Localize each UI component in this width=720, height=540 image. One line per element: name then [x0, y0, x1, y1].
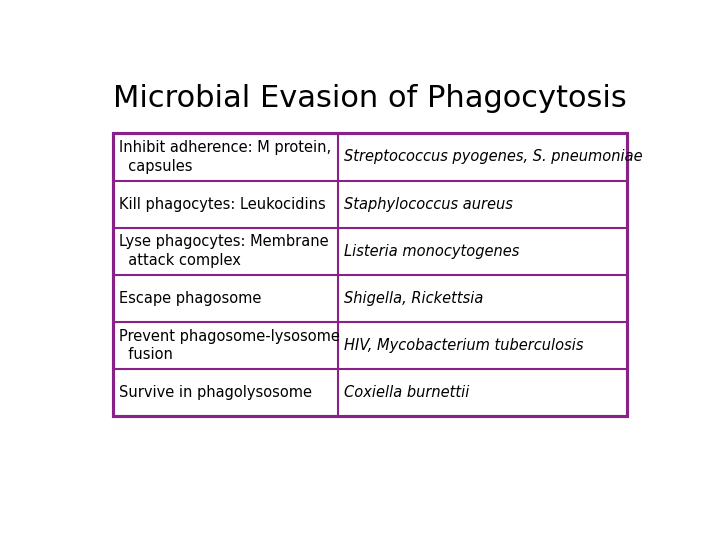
Text: Listeria monocytogenes: Listeria monocytogenes [344, 244, 519, 259]
Bar [114, 133, 627, 416]
Text: Staphylococcus aureus: Staphylococcus aureus [344, 197, 513, 212]
Text: Survive in phagolysosome: Survive in phagolysosome [119, 385, 312, 400]
Text: Microbial Evasion of Phagocytosis: Microbial Evasion of Phagocytosis [114, 84, 627, 112]
Text: Coxiella burnettii: Coxiella burnettii [344, 385, 469, 400]
Text: Lyse phagocytes: Membrane
  attack complex: Lyse phagocytes: Membrane attack complex [119, 234, 328, 268]
Text: Inhibit adherence: M protein,
  capsules: Inhibit adherence: M protein, capsules [119, 140, 331, 174]
Text: Prevent phagosome-lysosome
  fusion: Prevent phagosome-lysosome fusion [119, 329, 340, 362]
Text: HIV, Mycobacterium tuberculosis: HIV, Mycobacterium tuberculosis [344, 338, 583, 353]
Text: Kill phagocytes: Leukocidins: Kill phagocytes: Leukocidins [119, 197, 325, 212]
Text: Streptococcus pyogenes, S. pneumoniae: Streptococcus pyogenes, S. pneumoniae [344, 150, 642, 165]
Text: Escape phagosome: Escape phagosome [119, 291, 261, 306]
Text: Shigella, Rickettsia: Shigella, Rickettsia [344, 291, 483, 306]
